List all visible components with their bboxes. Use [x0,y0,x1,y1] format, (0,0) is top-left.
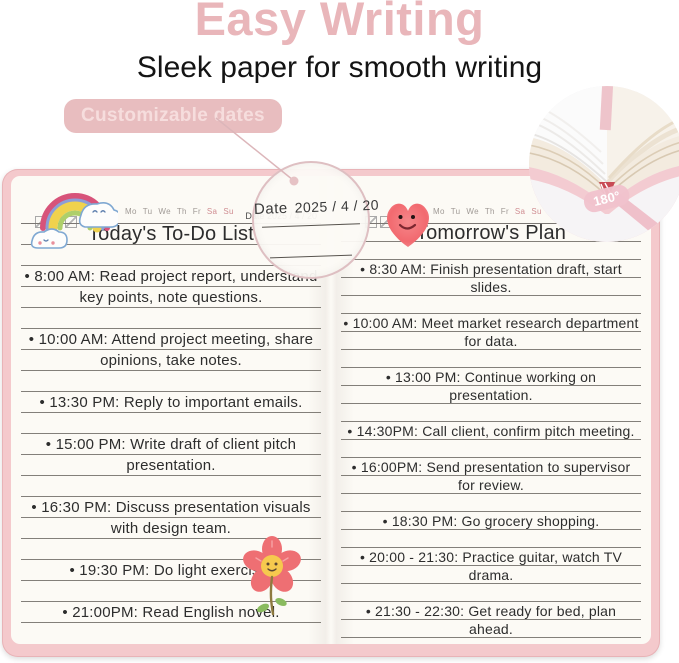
magnified-date: Date 2025 / 4 / 20 [253,197,380,219]
todo-item: • 13:00 PM: Continue working on presenta… [385,369,597,403]
weekday-strip: Mo Tu We Th Fr Sa Su [125,201,240,219]
weekday-label: We [158,207,171,216]
weekday-label: Mo [433,207,445,216]
weekday-label: Mo [125,207,137,216]
todo-list: Today's To-Do List • 8:00 AM: Read proje… [21,223,321,638]
weekday-label: We [466,207,479,216]
todo-item: • 21:30 - 22:30: Get ready for bed, plan… [365,603,617,637]
page-title: Easy Writing [194,0,485,45]
weekday-label: Su [531,207,542,216]
todo-item: • 8:00 AM: Read project report, understa… [24,268,318,306]
todo-items: • 8:00 AM: Read project report, understa… [21,266,321,623]
weekday-label: Fr [500,207,509,216]
weekday-label: Fr [192,207,201,216]
weekday-label: Tu [142,207,153,216]
date-value: 2025 / 4 / 20 [294,196,380,216]
right-page-header: Mo Tu We Th Fr Sa Su [341,176,641,228]
plan-items: • 8:30 AM: Finish presentation draft, st… [341,260,641,638]
todo-item: • 10:00 AM: Attend project meeting, shar… [28,331,314,369]
notebook-pages: Mo Tu We Th Fr Sa Su Date 2025 / 4 / 20 Today'… [11,176,651,644]
weekday-label: Su [223,207,234,216]
todo-item: • 8:30 AM: Finish presentation draft, st… [360,261,622,295]
todo-item: • 15:00 PM: Write draft of client pitch … [45,436,297,474]
left-page-title: Today's To-Do List [87,223,254,245]
plan-list: Tomorrow's Plan • 8:30 AM: Finish presen… [341,223,641,638]
todo-item: • 14:30PM: Call client, confirm pitch me… [347,423,635,439]
todo-item: • 13:30 PM: Reply to important emails. [39,394,303,411]
ruled-line [262,223,360,228]
todo-item: • 18:30 PM: Go grocery shopping. [382,513,600,529]
weekday-label: Tu [450,207,461,216]
todo-item: • 10:00 AM: Meet market research departm… [343,315,639,349]
page-subtitle: Sleek paper for smooth writing [136,51,543,84]
lay-flat-inset-photo: 180° [529,86,679,242]
feature-badge: Customizable dates [64,99,282,133]
todo-item: • 21:00PM: Read English novel. [62,604,280,621]
todo-item: • 20:00 - 21:30: Practice guitar, watch … [359,549,623,583]
angle-badge: 180° [583,184,630,213]
weekday-strip: Mo Tu We Th Fr Sa Su [433,201,548,219]
ruled-line [270,254,352,259]
angle-label: 180° [592,188,622,209]
weekday-label: Th [484,207,495,216]
weekday-label: Th [176,207,187,216]
todo-item: • 16:30 PM: Discuss presentation visuals… [31,499,311,537]
date-label: Date [253,199,288,218]
todo-item: • 16:00PM: Send presentation to supervis… [351,459,631,493]
right-page: Mo Tu We Th Fr Sa Su Tomorrow's Plan • 8:30 AM… [331,176,651,644]
todo-item: • 19:30 PM: Do light exercise. [69,562,273,579]
magnifier-circle: Date 2025 / 4 / 20 [252,161,380,279]
weekday-label: Sa [206,207,218,216]
right-page-title: Tomorrow's Plan [415,223,567,244]
weekday-label: Sa [514,207,526,216]
